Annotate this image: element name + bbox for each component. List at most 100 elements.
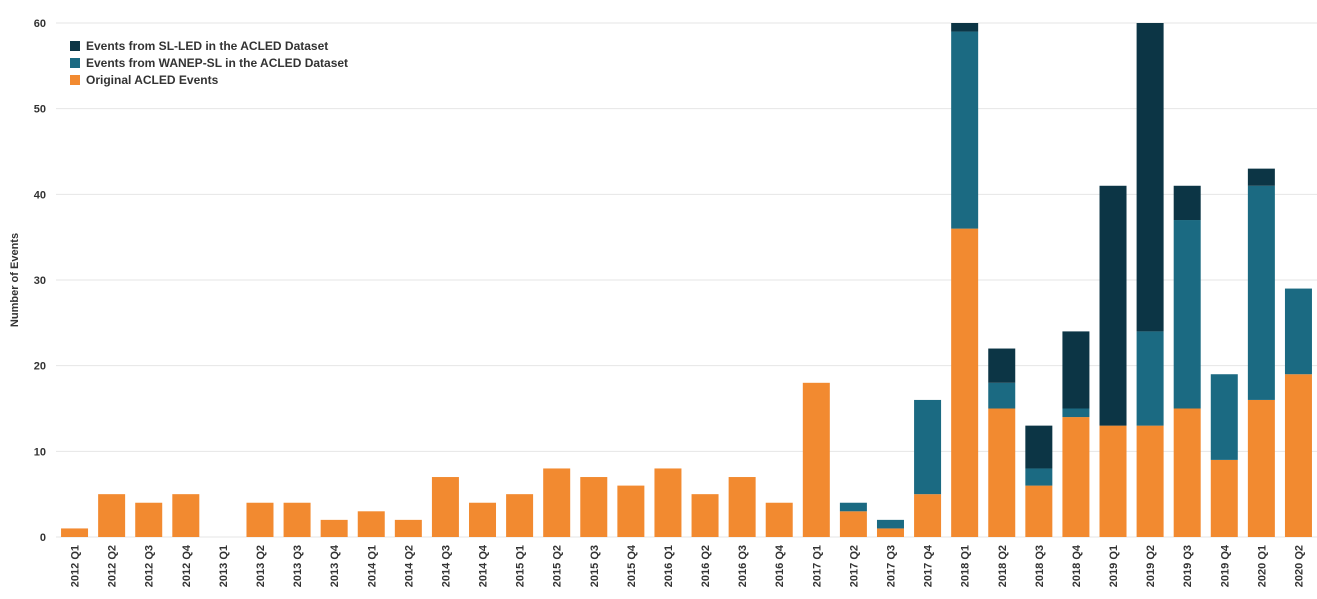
bar-segment bbox=[469, 502, 497, 537]
legend-label: Original ACLED Events bbox=[86, 73, 219, 87]
bar-segment bbox=[1136, 23, 1164, 332]
legend-swatch bbox=[70, 41, 80, 51]
y-tick-label: 20 bbox=[34, 361, 46, 373]
bar-segment bbox=[1173, 220, 1201, 409]
y-axis-ticks: 0 10 20 30 40 50 60 bbox=[34, 18, 46, 544]
x-tick-label: 2013 Q4 bbox=[329, 544, 341, 587]
x-tick-label: 2015 Q1 bbox=[515, 545, 527, 587]
x-tick-label: 2013 Q3 bbox=[292, 545, 304, 587]
x-axis-ticks: 2012 Q1 2012 Q2 2012 Q3 2012 Q4 2013 Q1 2013 … bbox=[70, 544, 1306, 587]
x-tick-label: 2016 Q4 bbox=[774, 544, 786, 587]
bar-segment bbox=[1210, 459, 1238, 537]
bars bbox=[61, 23, 1312, 537]
bar-segment bbox=[543, 468, 571, 537]
y-tick-label: 40 bbox=[34, 189, 46, 201]
bar-segment bbox=[172, 494, 200, 537]
bar-segment bbox=[1284, 288, 1312, 375]
bar-segment bbox=[951, 23, 979, 32]
bar-segment bbox=[506, 494, 534, 537]
legend: Events from SL-LED in the ACLED Dataset E… bbox=[70, 39, 348, 87]
bar-segment bbox=[876, 519, 904, 529]
x-tick-label: 2019 Q2 bbox=[1145, 545, 1157, 587]
x-tick-label: 2018 Q2 bbox=[997, 545, 1009, 587]
bar-segment bbox=[988, 408, 1016, 537]
x-tick-label: 2012 Q4 bbox=[181, 544, 193, 587]
bar-segment bbox=[839, 502, 867, 512]
bar-segment bbox=[617, 485, 645, 537]
x-tick-label: 2018 Q3 bbox=[1034, 545, 1046, 587]
bar-segment bbox=[691, 494, 719, 537]
legend-label: Events from SL-LED in the ACLED Dataset bbox=[86, 39, 328, 53]
bar-segment bbox=[1025, 425, 1053, 469]
bar-segment bbox=[98, 494, 126, 537]
x-tick-label: 2013 Q1 bbox=[218, 545, 230, 587]
y-tick-label: 0 bbox=[40, 532, 46, 544]
bar-segment bbox=[728, 477, 756, 537]
bar-segment bbox=[320, 519, 348, 537]
x-tick-label: 2014 Q4 bbox=[478, 544, 490, 587]
bar-segment bbox=[1099, 425, 1127, 537]
bar-segment bbox=[1284, 374, 1312, 537]
y-tick-label: 30 bbox=[34, 275, 46, 287]
bar-segment bbox=[1062, 408, 1090, 418]
y-tick-label: 10 bbox=[34, 446, 46, 458]
bar-segment bbox=[1247, 399, 1275, 537]
legend-swatch bbox=[70, 75, 80, 85]
bar-segment bbox=[951, 31, 979, 229]
x-tick-label: 2012 Q1 bbox=[70, 545, 82, 587]
bar-segment bbox=[246, 502, 274, 537]
bar-segment bbox=[1062, 331, 1090, 409]
x-tick-label: 2015 Q3 bbox=[589, 545, 601, 587]
bar-segment bbox=[61, 528, 89, 537]
bar-segment bbox=[1247, 185, 1275, 400]
bar-segment bbox=[1247, 168, 1275, 186]
legend-label: Events from WANEP-SL in the ACLED Datase… bbox=[86, 56, 348, 70]
x-tick-label: 2020 Q2 bbox=[1293, 545, 1305, 587]
bar-segment bbox=[1062, 417, 1090, 537]
bar-segment bbox=[1173, 185, 1201, 221]
x-tick-label: 2014 Q2 bbox=[403, 545, 415, 587]
bar-segment bbox=[765, 502, 793, 537]
x-tick-label: 2014 Q3 bbox=[440, 545, 452, 587]
bar-segment bbox=[839, 511, 867, 537]
x-tick-label: 2019 Q1 bbox=[1108, 545, 1120, 587]
bar-segment bbox=[1210, 374, 1238, 460]
bar-segment bbox=[1173, 408, 1201, 537]
y-axis-title: Number of Events bbox=[9, 233, 21, 327]
x-tick-label: 2014 Q1 bbox=[366, 545, 378, 587]
bar-segment bbox=[988, 382, 1016, 409]
y-tick-label: 60 bbox=[34, 18, 46, 30]
bar-segment bbox=[1136, 425, 1164, 537]
bar-segment bbox=[580, 477, 608, 537]
x-tick-label: 2017 Q3 bbox=[885, 545, 897, 587]
bar-segment bbox=[1099, 185, 1127, 426]
bar-segment bbox=[394, 519, 422, 537]
bar-segment bbox=[914, 399, 942, 495]
x-tick-label: 2018 Q1 bbox=[960, 545, 972, 587]
bar-segment bbox=[654, 468, 682, 537]
x-tick-label: 2018 Q4 bbox=[1071, 544, 1083, 587]
x-tick-label: 2016 Q2 bbox=[700, 545, 712, 587]
bar-segment bbox=[876, 528, 904, 537]
x-tick-label: 2013 Q2 bbox=[255, 545, 267, 587]
x-tick-label: 2012 Q2 bbox=[107, 545, 119, 587]
bar-segment bbox=[951, 228, 979, 537]
x-tick-label: 2016 Q1 bbox=[663, 545, 675, 587]
bar-segment bbox=[802, 382, 830, 537]
x-tick-label: 2019 Q4 bbox=[1219, 544, 1231, 587]
bar-segment bbox=[135, 502, 163, 537]
bar-segment bbox=[357, 511, 385, 537]
legend-swatch bbox=[70, 58, 80, 68]
x-tick-label: 2012 Q3 bbox=[144, 545, 156, 587]
gridlines bbox=[56, 22, 1317, 538]
x-tick-label: 2017 Q4 bbox=[923, 544, 935, 587]
bar-segment bbox=[914, 494, 942, 537]
x-tick-label: 2017 Q1 bbox=[811, 545, 823, 587]
x-tick-label: 2020 Q1 bbox=[1256, 545, 1268, 587]
bar-segment bbox=[1136, 331, 1164, 426]
bar-segment bbox=[1025, 468, 1053, 486]
x-tick-label: 2016 Q3 bbox=[737, 545, 749, 587]
bar-segment bbox=[431, 477, 459, 537]
x-tick-label: 2015 Q4 bbox=[626, 544, 638, 587]
